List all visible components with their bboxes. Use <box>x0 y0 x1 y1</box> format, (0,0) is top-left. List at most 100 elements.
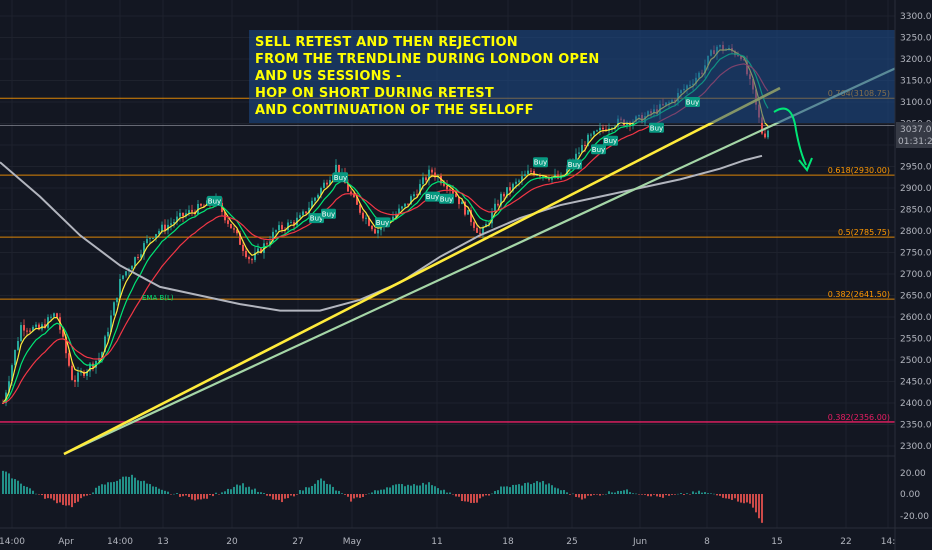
time-tick-label: 27 <box>292 537 303 547</box>
oscillator-bar <box>689 494 691 495</box>
last-price-value: 3037.00 <box>900 125 932 135</box>
candle-body <box>278 225 280 231</box>
candle-body <box>524 174 526 177</box>
oscillator-bar <box>335 490 337 494</box>
candle-body <box>338 164 340 176</box>
oscillator-bar <box>482 494 484 497</box>
oscillator-bar <box>479 494 481 499</box>
candle-body <box>587 134 589 147</box>
oscillator-bar <box>614 492 616 494</box>
oscillator-bar <box>404 486 406 494</box>
candle-body <box>599 127 601 131</box>
oscillator-bar <box>2 470 4 494</box>
buy-signal-tag <box>439 193 454 204</box>
buy-signal-tag <box>309 213 324 224</box>
oscillator-bar <box>527 482 529 494</box>
candle-body <box>761 117 763 134</box>
oscillator-bar <box>458 494 460 497</box>
buy-signal-label: Buy <box>440 195 453 203</box>
oscillator-bar <box>434 486 436 494</box>
oscillator-bar <box>665 494 667 496</box>
oscillator-bar <box>56 494 58 504</box>
time-tick-label: 15 <box>771 537 782 547</box>
oscillator-bar <box>422 482 424 494</box>
candle-body <box>395 213 397 217</box>
buy-signal-label: Buy <box>208 197 221 205</box>
candle-body <box>110 315 112 332</box>
oscillator-bar <box>611 492 613 494</box>
oscillator-bar <box>131 474 133 494</box>
candle-body <box>254 252 256 260</box>
candle-body <box>65 336 67 354</box>
oscillator-bar <box>413 484 415 494</box>
oscillator-bar <box>443 489 445 494</box>
candle-body <box>590 134 592 136</box>
oscillator-bar <box>149 484 151 494</box>
buy-signal-label: Buy <box>604 137 617 145</box>
candle-body <box>305 211 307 214</box>
candle-body <box>362 212 364 219</box>
buy-signal-label: Buy <box>650 124 663 132</box>
oscillator-bar <box>323 480 325 494</box>
oscillator-bar <box>383 489 385 494</box>
oscillator-bar <box>113 481 115 494</box>
oscillator-bar <box>749 494 751 504</box>
oscillator-bar <box>68 494 70 506</box>
oscillator-bar <box>38 494 40 495</box>
time-tick-label: 14:00 <box>107 537 133 547</box>
fib-level-label: 0.618(2930.00) <box>828 166 890 175</box>
oscillator-bar <box>590 494 592 496</box>
candle-body <box>155 234 157 239</box>
oscillator-bar <box>647 494 649 497</box>
oscillator-bar <box>416 485 418 494</box>
oscillator-bar <box>269 494 271 497</box>
oscillator-bar <box>368 493 370 495</box>
candle-body <box>221 202 223 213</box>
candle-body <box>410 196 412 205</box>
candle-body <box>107 331 109 337</box>
candle-body <box>320 187 322 195</box>
candle-body <box>470 210 472 223</box>
candle-body <box>275 230 277 232</box>
oscillator-bar <box>617 490 619 494</box>
fib-level-label: 0.5(2785.75) <box>838 228 890 237</box>
oscillator-bar <box>551 485 553 494</box>
oscillator-bar <box>671 494 673 495</box>
price-tick-label: 2700.00 <box>900 270 932 280</box>
fib-level-label: 0.382(2641.50) <box>828 290 890 299</box>
candle-body <box>488 223 490 225</box>
price-tick-label: 2800.00 <box>900 227 932 237</box>
candle-body <box>47 317 49 328</box>
last-price-marker: 3037.00 01:31:27 <box>896 122 932 148</box>
candle-body <box>497 203 499 206</box>
oscillator-bar <box>224 491 226 494</box>
time-tick-label: 14:00 <box>0 537 25 547</box>
oscillator-bar <box>254 488 256 494</box>
candle-body <box>392 216 394 222</box>
oscillator-bar <box>278 494 280 500</box>
candle-body <box>170 223 172 225</box>
oscillator-bar <box>536 481 538 494</box>
annotation-background <box>249 30 895 123</box>
price-tick-label: 3300.00 <box>900 12 932 22</box>
oscillator-bar <box>401 484 403 494</box>
oscillator-bar <box>560 490 562 494</box>
oscillator-bar <box>452 494 454 495</box>
candle-body <box>119 279 121 298</box>
oscillator-bar <box>380 489 382 494</box>
price-tick-label: 2350.00 <box>900 421 932 431</box>
price-tick-label: 3200.00 <box>900 55 932 65</box>
oscillator-bar <box>488 494 490 496</box>
candle-body <box>593 131 595 135</box>
annotation-line-4: HOP ON SHORT DURING RETEST <box>255 86 494 101</box>
oscillator-bar <box>584 494 586 499</box>
oscillator-bar <box>11 478 13 494</box>
candle-body <box>20 325 22 342</box>
last-price-box <box>896 122 932 148</box>
oscillator-bar <box>722 494 724 498</box>
candle-body <box>35 324 37 327</box>
oscillator-bar <box>524 483 526 494</box>
candle-body <box>176 216 178 222</box>
candle-body <box>248 256 250 260</box>
